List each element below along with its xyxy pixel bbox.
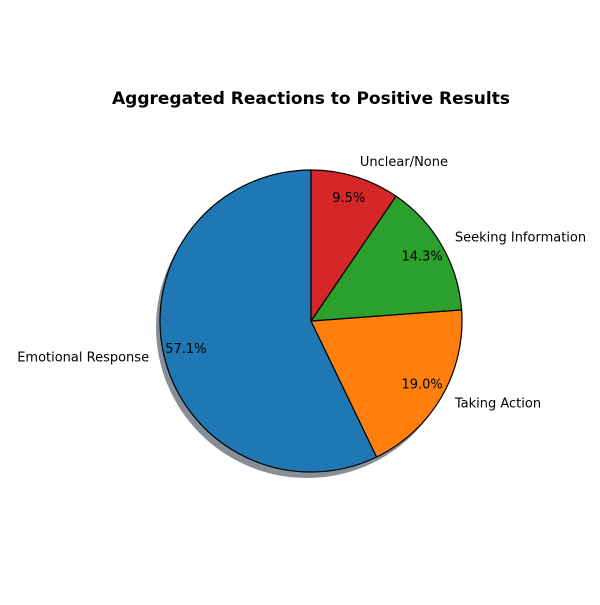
slice-label-seeking-information: Seeking Information (455, 230, 586, 245)
pie-slice-taking-action (310, 309, 463, 458)
slice-percent-unclear-none: 9.5% (332, 191, 365, 206)
pie-labels: Emotional Response 57.1% Taking Action 19.0… (17, 155, 586, 412)
chart-title: Aggregated Reactions to Positive Results (112, 89, 510, 109)
pie-slice-seeking-information (310, 195, 463, 322)
slice-label-unclear-none: Unclear/None (360, 155, 448, 170)
slice-percent-seeking-information: 14.3% (401, 249, 442, 264)
pie-slices (159, 169, 463, 473)
pie-slice-unclear-none (310, 169, 397, 322)
slice-percent-taking-action: 19.0% (401, 378, 442, 393)
slice-percent-emotional-response: 57.1% (165, 342, 206, 357)
pie-slice-emotional-response (159, 169, 378, 473)
slice-label-emotional-response: Emotional Response (17, 351, 149, 366)
slice-label-taking-action: Taking Action (454, 397, 541, 412)
